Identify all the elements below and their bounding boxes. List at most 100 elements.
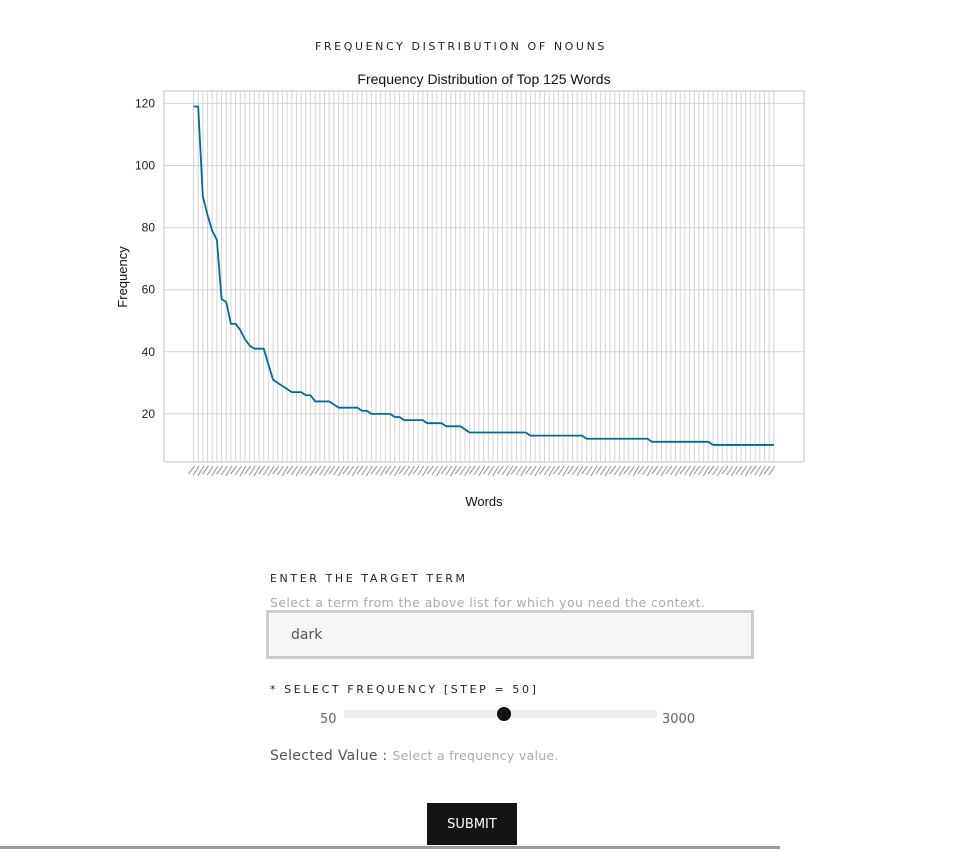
slider-min-label: 50	[320, 712, 337, 727]
x-tick-label	[553, 465, 560, 475]
selected-value-label: Selected Value :	[270, 748, 388, 764]
x-tick-label	[656, 465, 663, 476]
x-tick-label	[220, 465, 228, 476]
x-tick-label	[440, 465, 448, 475]
x-tick-label	[267, 465, 275, 477]
y-tick-label: 100	[135, 159, 155, 173]
x-tick-label	[239, 465, 247, 477]
x-tick-label	[281, 465, 289, 477]
x-tick-label	[730, 465, 738, 477]
x-tick-label	[319, 465, 326, 476]
x-tick-label	[478, 465, 486, 477]
x-tick-label	[454, 465, 462, 475]
x-tick-label	[450, 465, 458, 477]
x-tick-label	[754, 465, 762, 476]
x-tick-label	[590, 465, 598, 477]
x-tick-label	[244, 465, 252, 475]
x-tick-label	[609, 465, 617, 475]
x-tick-label	[407, 465, 415, 477]
x-tick-label	[688, 465, 696, 477]
x-tick-label	[548, 465, 556, 477]
target-term-input[interactable]	[266, 610, 754, 659]
x-axis-label: Words	[465, 494, 503, 509]
x-tick-label	[337, 465, 345, 477]
x-tick-label	[398, 465, 406, 475]
x-tick-label	[482, 465, 490, 475]
frequency-label: * SELECT FREQUENCY [STEP = 50]	[270, 683, 539, 696]
x-tick-label	[646, 465, 654, 477]
x-tick-label	[674, 465, 682, 477]
x-tick-label	[403, 465, 411, 476]
x-tick-label	[543, 465, 551, 476]
x-tick-label	[585, 465, 593, 476]
x-tick-label	[375, 465, 383, 476]
x-tick-label	[595, 465, 603, 475]
x-tick-label	[721, 465, 729, 475]
y-axis-label: Frequency	[115, 246, 130, 308]
x-tick-label	[539, 465, 546, 475]
term-label: ENTER THE TARGET TERM	[270, 572, 468, 585]
x-tick-label	[417, 465, 425, 476]
x-tick-label	[525, 465, 532, 475]
x-tick-label	[459, 465, 467, 476]
x-tick-label	[202, 465, 209, 475]
x-tick-label	[211, 465, 219, 477]
x-tick-label	[557, 465, 565, 476]
x-tick-label	[660, 465, 668, 477]
x-tick-label	[613, 465, 621, 476]
x-tick-label	[571, 465, 579, 476]
x-tick-label	[379, 465, 387, 477]
x-tick-label	[262, 465, 270, 476]
frequency-slider-thumb[interactable]	[496, 707, 511, 721]
series-line	[193, 105, 774, 446]
x-tick-label	[333, 465, 341, 476]
x-tick-label	[576, 465, 584, 477]
x-tick-label	[749, 465, 757, 475]
x-tick-label	[515, 465, 523, 476]
chart-title: Frequency Distribution of Top 125 Words	[357, 71, 610, 87]
x-tick-label	[361, 465, 369, 476]
x-tick-label	[599, 465, 607, 476]
x-tick-label	[248, 465, 256, 476]
x-tick-label	[473, 465, 481, 476]
x-tick-label	[188, 465, 195, 475]
x-tick-label	[763, 465, 771, 475]
x-tick-label	[436, 465, 444, 477]
x-tick-label	[642, 465, 649, 476]
x-tick-label	[768, 465, 776, 476]
x-tick-label	[197, 465, 205, 477]
x-tick-label	[567, 465, 575, 475]
x-tick-label	[365, 465, 373, 477]
x-tick-label	[510, 465, 518, 475]
x-tick-label	[305, 465, 312, 476]
x-tick-label	[684, 465, 692, 476]
x-tick-label	[323, 465, 331, 477]
bottom-divider	[0, 846, 780, 849]
x-tick-label	[342, 465, 350, 475]
x-tick-label	[716, 465, 724, 477]
x-tick-label	[426, 465, 434, 475]
x-tick-label	[740, 465, 748, 476]
x-tick-label	[618, 465, 626, 477]
x-tick-label	[627, 465, 635, 476]
x-tick-label	[698, 465, 706, 476]
x-tick-label	[276, 465, 284, 476]
y-tick-label: 120	[135, 96, 155, 110]
x-tick-label	[309, 465, 317, 477]
x-tick-label	[651, 465, 659, 475]
x-tick-label	[412, 465, 420, 475]
selected-value-placeholder: Select a frequency value.	[392, 748, 559, 763]
submit-button[interactable]: SUBMIT	[427, 803, 517, 845]
x-tick-label	[534, 465, 542, 477]
x-tick-label	[258, 465, 266, 475]
y-tick-label: 20	[142, 407, 156, 421]
x-tick-label	[422, 465, 429, 477]
y-tick-label: 60	[142, 283, 156, 297]
x-tick-label	[487, 465, 495, 476]
x-tick-label	[389, 465, 397, 476]
x-tick-label	[496, 465, 504, 475]
x-tick-label	[665, 465, 673, 475]
x-tick-label	[712, 465, 720, 476]
x-tick-label	[468, 465, 476, 475]
x-tick-label	[623, 465, 631, 475]
